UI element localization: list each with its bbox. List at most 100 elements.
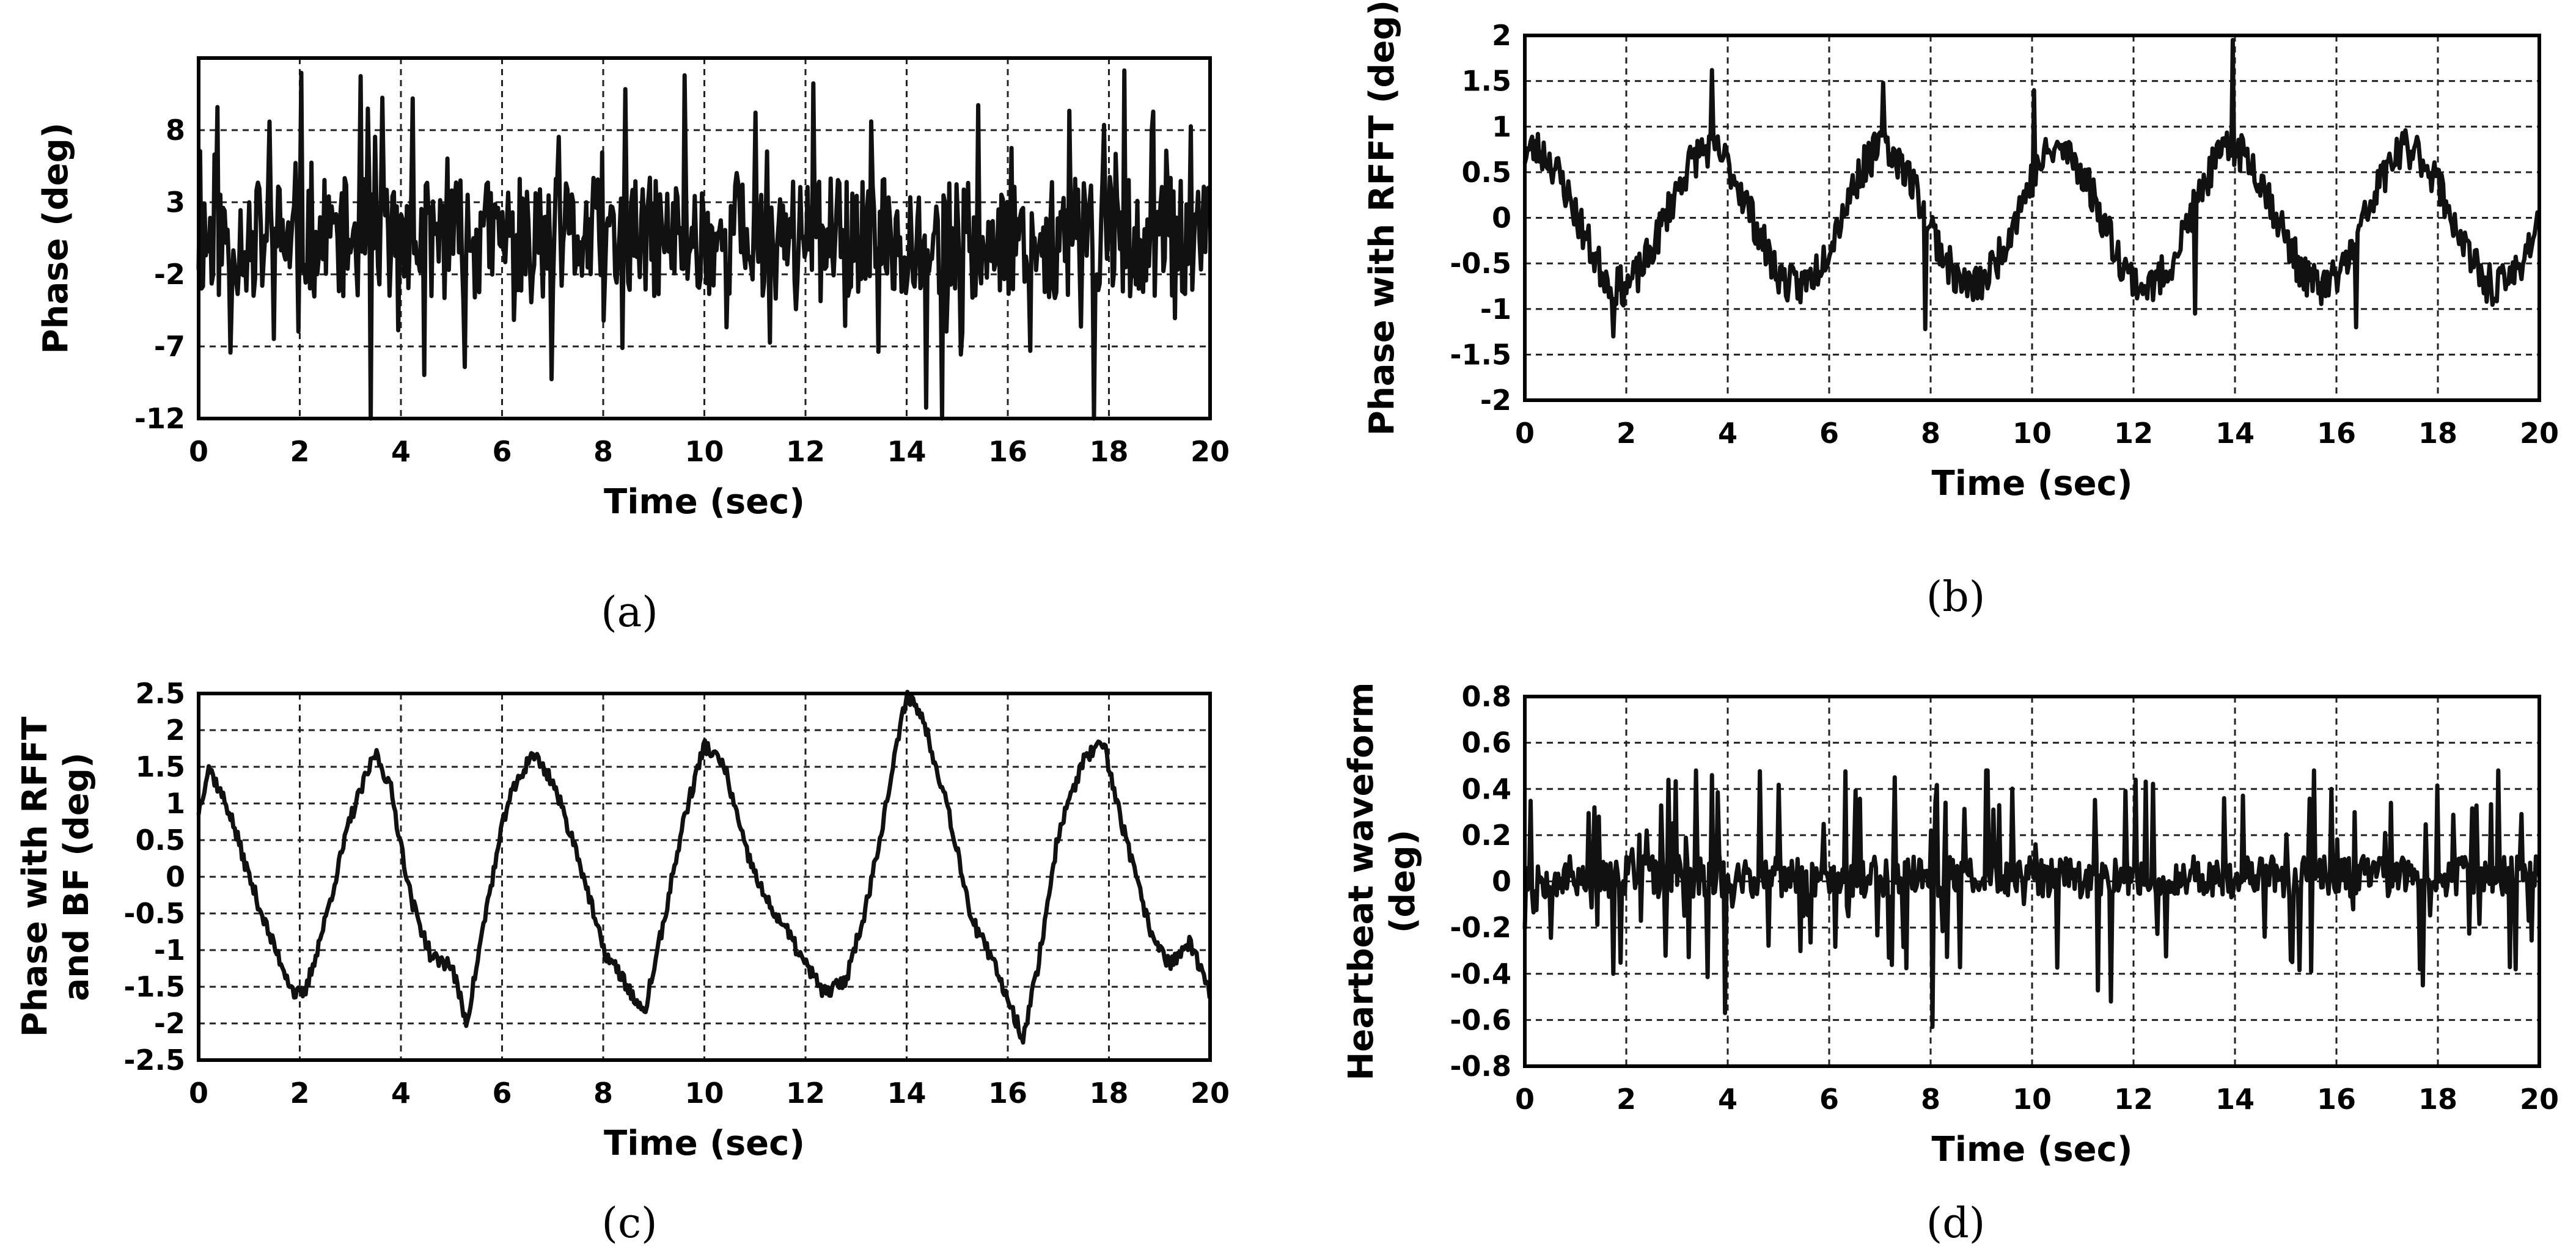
- y-axis-label: (deg): [1383, 830, 1423, 933]
- x-tick-label: 6: [1819, 1083, 1839, 1116]
- plot-frame: [197, 56, 1212, 420]
- y-tick-label: 8: [166, 114, 185, 147]
- y-tick-label: -1.5: [1450, 338, 1511, 371]
- y-tick-label: -0.2: [1450, 911, 1511, 944]
- x-tick-label: 12: [786, 435, 825, 468]
- panel-caption: (c): [601, 1199, 657, 1248]
- x-tick-label: 8: [593, 1077, 613, 1110]
- x-tick-label: 12: [786, 1077, 825, 1110]
- y-tick-label: -1.5: [123, 970, 185, 1003]
- x-tick-label: 0: [189, 435, 208, 468]
- series-line: [196, 689, 1212, 1045]
- x-tick-label: 18: [2418, 417, 2457, 450]
- y-tick-label: 0.2: [1462, 819, 1512, 852]
- x-tick-label: 10: [2013, 417, 2052, 450]
- x-axis-label: Time (sec): [604, 1124, 805, 1163]
- x-tick-label: 8: [593, 435, 613, 468]
- x-tick-label: 14: [2215, 417, 2255, 450]
- x-tick-label: 4: [391, 435, 411, 468]
- x-tick-label: 10: [2013, 1083, 2052, 1116]
- x-tick-label: 6: [1819, 417, 1839, 450]
- x-tick-label: 16: [2317, 417, 2356, 450]
- x-tick-label: 8: [1921, 417, 1940, 450]
- y-tick-label: 1.5: [136, 750, 186, 783]
- x-tick-label: 18: [1089, 435, 1128, 468]
- panel-caption: (d): [1926, 1199, 1986, 1248]
- y-tick-label: -0.6: [1450, 1003, 1511, 1036]
- y-tick-label: 0: [166, 860, 185, 893]
- y-tick-label: -2: [154, 1007, 185, 1040]
- x-tick-label: 14: [887, 1077, 926, 1110]
- y-tick-label: 0: [1492, 865, 1511, 898]
- y-tick-label: 2: [1492, 19, 1511, 52]
- x-tick-label: 16: [2317, 1083, 2356, 1116]
- x-tick-label: 20: [1191, 435, 1230, 468]
- x-tick-label: 18: [2418, 1083, 2457, 1116]
- y-tick-label: -12: [134, 402, 185, 435]
- x-tick-label: 2: [290, 1077, 309, 1110]
- x-tick-label: 10: [684, 1077, 724, 1110]
- x-axis-label: Time (sec): [604, 482, 805, 522]
- panel-caption: (a): [601, 588, 658, 637]
- y-tick-label: 1: [166, 787, 185, 820]
- panel-a: 0 2 4 6 8 10 12 14 16 18 20 -12 -7 -2 3 8 Time (sec) Phas…: [36, 56, 1230, 637]
- x-tick-label: 16: [988, 435, 1027, 468]
- y-tick-label: 2.5: [136, 677, 186, 710]
- y-tick-label: 0: [1492, 202, 1511, 235]
- panel-d: 0 2 4 6 8 10 12 14 16 18 20 -0.8 -0.6 -0.4 -0.2 0 0.2 0.4…: [1341, 680, 2559, 1248]
- plot-frame: [197, 692, 1212, 1062]
- panel-caption: (b): [1926, 573, 1986, 621]
- series-line: [1522, 38, 2541, 338]
- y-tick-label: 0.6: [1462, 726, 1512, 759]
- y-tick-label: -2: [154, 258, 185, 291]
- y-tick-label: -2: [1480, 384, 1511, 417]
- x-tick-label: 10: [684, 435, 724, 468]
- x-tick-label: 0: [189, 1077, 208, 1110]
- x-tick-label: 14: [2215, 1083, 2255, 1116]
- y-axis-label: Heartbeat waveform: [1341, 682, 1381, 1081]
- y-tick-label: 2: [166, 714, 185, 747]
- y-axis-label: Phase (deg): [36, 123, 76, 354]
- y-axis-label: Phase with RFFT: [15, 717, 55, 1037]
- y-tick-label: 0.4: [1462, 772, 1512, 805]
- y-tick-label: 1: [1492, 110, 1511, 143]
- x-tick-label: 12: [2114, 417, 2153, 450]
- y-tick-label: 0.5: [136, 824, 186, 857]
- x-tick-label: 6: [492, 435, 512, 468]
- x-tick-label: 20: [2520, 1083, 2559, 1116]
- y-tick-label: -0.8: [1450, 1050, 1511, 1083]
- y-tick-label: 0.5: [1462, 156, 1512, 189]
- y-axis-label: and BF (deg): [57, 752, 97, 1001]
- panel-b: 0 2 4 6 8 10 12 14 16 18 20 -2 -1.5 -1 -0.5 0 0.5 1 1.5 2 Ti…: [1362, 0, 2559, 621]
- y-tick-label: -0.4: [1450, 957, 1511, 990]
- series-line: [196, 68, 1212, 421]
- series-line: [1522, 768, 2541, 1030]
- x-tick-label: 2: [1616, 417, 1636, 450]
- x-tick-label: 4: [1718, 417, 1738, 450]
- y-tick-label: -7: [154, 330, 185, 363]
- x-tick-label: 8: [1921, 1083, 1940, 1116]
- x-tick-label: 6: [492, 1077, 512, 1110]
- x-tick-label: 12: [2114, 1083, 2153, 1116]
- y-tick-label: -2.5: [123, 1044, 185, 1077]
- y-tick-label: 1.5: [1462, 65, 1512, 98]
- y-tick-label: 0.8: [1462, 680, 1512, 713]
- y-tick-label: -1: [154, 934, 185, 967]
- y-tick-label: 3: [166, 186, 185, 219]
- x-tick-label: 4: [391, 1077, 411, 1110]
- x-tick-label: 16: [988, 1077, 1027, 1110]
- y-tick-label: -0.5: [123, 897, 185, 930]
- x-axis-label: Time (sec): [1932, 464, 2133, 503]
- y-tick-label: -1: [1480, 293, 1511, 326]
- x-tick-label: 0: [1515, 417, 1535, 450]
- gridlines: [199, 693, 1210, 1060]
- x-tick-label: 4: [1718, 1083, 1738, 1116]
- y-axis-label: Phase with RFFT (deg): [1362, 0, 1402, 436]
- x-tick-label: 18: [1089, 1077, 1128, 1110]
- x-axis-label: Time (sec): [1932, 1130, 2133, 1169]
- x-tick-label: 20: [1191, 1077, 1230, 1110]
- panel-c: 0 2 4 6 8 10 12 14 16 18 20-2.5-2-1.5-1-0.500.511.…: [15, 677, 1230, 1248]
- x-tick-label: 2: [290, 435, 309, 468]
- x-tick-label: 0: [1515, 1083, 1535, 1116]
